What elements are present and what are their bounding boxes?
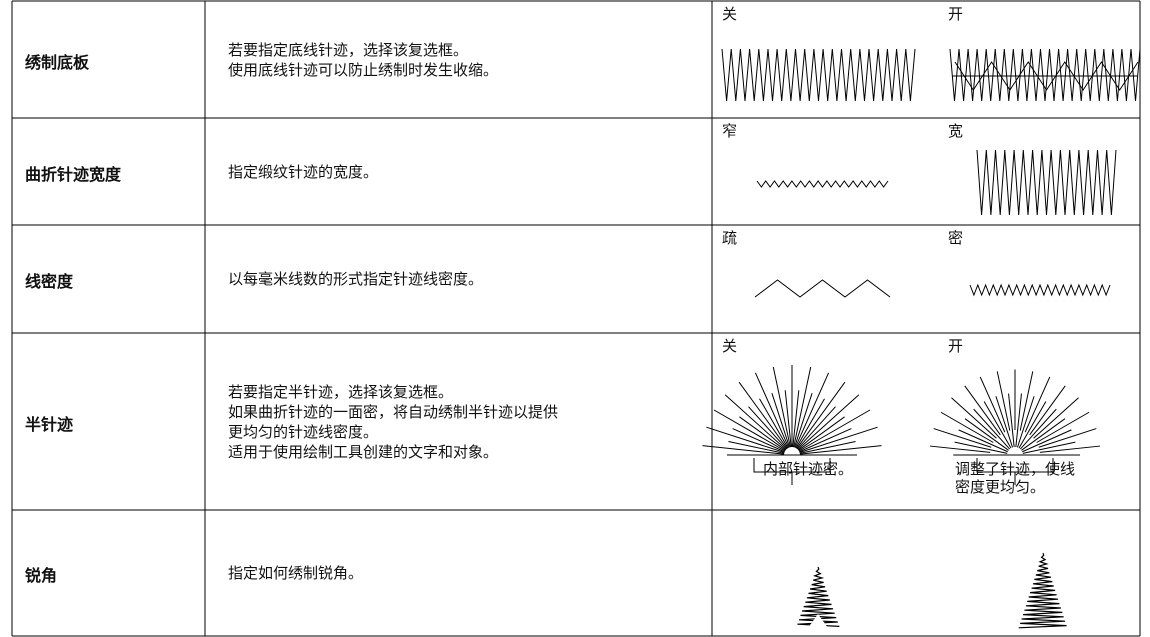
row-label: 绣制底板 xyxy=(25,52,90,72)
fan-stitch xyxy=(1024,376,1051,433)
bracket xyxy=(976,458,1054,485)
row-label: 半针迹 xyxy=(25,414,74,434)
fan-stitch xyxy=(739,416,786,451)
fan-stitch xyxy=(1018,401,1047,449)
fan-stitch xyxy=(1022,429,1072,453)
image-label: 开 xyxy=(948,5,964,23)
underlay xyxy=(954,61,1139,91)
fan-stitch xyxy=(772,366,791,448)
image-label: 宽 xyxy=(948,122,964,140)
fan-stitch xyxy=(973,408,1011,450)
fan-stitch xyxy=(1029,385,1066,436)
description-line: 如果曲折针迹的一面密，将自动绣制半针迹以提供 xyxy=(228,402,559,421)
fan-stitch xyxy=(940,411,994,443)
fan-stitch xyxy=(996,371,1011,431)
fan-stitch xyxy=(728,440,785,454)
notch xyxy=(808,614,828,628)
fan-stitch xyxy=(954,441,1008,454)
fan-stitch xyxy=(1019,408,1057,450)
fan-stitch xyxy=(795,398,825,449)
fan-stitch xyxy=(799,445,882,455)
stitch-on xyxy=(949,48,1141,102)
image-label: 开 xyxy=(948,337,964,355)
fan-stitch xyxy=(1015,393,1022,448)
fan-stitch xyxy=(713,409,786,452)
fan-stitch xyxy=(794,372,830,448)
fan-stitch xyxy=(983,401,1012,449)
fan-stitch xyxy=(793,393,813,448)
fan-stitch xyxy=(798,409,871,452)
fan-stitch xyxy=(1022,441,1076,454)
description-line: 适用于使用绘制工具创建的文字和对象。 xyxy=(228,442,499,461)
image-label: 窄 xyxy=(722,122,738,140)
image-label: 密 xyxy=(948,229,964,247)
description-line: 若要指定底线针迹，选择该复选框。 xyxy=(228,40,469,59)
fan-stitch xyxy=(995,396,1014,448)
fan-stitch xyxy=(799,426,878,454)
fan-stitch xyxy=(748,406,788,450)
fan-stitch xyxy=(1038,428,1097,448)
wide xyxy=(976,149,1117,216)
fan-stitch xyxy=(1033,397,1079,439)
fan-stitch xyxy=(958,429,1008,453)
fan-stitch xyxy=(759,398,789,449)
fan-stitch xyxy=(702,445,785,455)
fan-stitch xyxy=(724,394,787,451)
caption-line: 密度更均匀。 xyxy=(955,478,1046,496)
fan-stitch xyxy=(792,390,800,448)
sharp-corner xyxy=(1018,552,1067,629)
description-line: 使用底线针迹可以防止绣制时发生收缩。 xyxy=(228,60,499,79)
fan-stitch xyxy=(1019,371,1034,431)
fan-stitch xyxy=(1008,393,1015,448)
fan-stitch xyxy=(964,385,1001,436)
fan-stitch xyxy=(1039,445,1101,453)
fan-stitch xyxy=(796,381,846,449)
image-label: 疏 xyxy=(722,229,738,247)
narrow xyxy=(756,180,889,188)
dense xyxy=(969,283,1111,297)
fan-stitch xyxy=(797,394,860,451)
fan-stitch xyxy=(754,372,790,448)
image-label: 关 xyxy=(722,5,738,23)
description-line: 指定缎纹针迹的宽度。 xyxy=(228,162,379,181)
fan-stitch xyxy=(979,376,1006,433)
fan-stitch xyxy=(732,428,785,453)
fan-stitch xyxy=(799,428,852,453)
stitch-off xyxy=(721,48,916,102)
row-label: 线密度 xyxy=(25,272,74,291)
fan-stitch xyxy=(798,416,845,451)
fan-stitch xyxy=(706,426,785,454)
description-line: 若要指定半针迹，选择该复选框。 xyxy=(228,382,454,401)
fan-stitch xyxy=(796,406,836,450)
image-label: 关 xyxy=(722,337,738,355)
description-line: 更均匀的针迹线密度。 xyxy=(228,422,379,441)
fan-stitch xyxy=(929,445,991,453)
fan-stitch xyxy=(738,381,788,449)
bracket xyxy=(753,458,831,485)
caption-line: 内部针迹密。 xyxy=(763,460,854,478)
caption-line: 调整了针迹，使线 xyxy=(955,460,1076,478)
fan-stitch xyxy=(933,428,992,448)
description-line: 指定如何绣制锐角。 xyxy=(228,564,364,582)
row-label: 曲折针迹宽度 xyxy=(25,164,122,184)
fan-stitch xyxy=(793,366,812,448)
fan-stitch xyxy=(771,393,791,448)
description-line: 以每毫米线数的形式指定针迹线密度。 xyxy=(228,270,484,288)
fan-stitch xyxy=(799,440,856,454)
fan-stitch xyxy=(1036,411,1090,443)
fan-stitch xyxy=(964,418,1009,451)
fan-stitch xyxy=(1016,396,1035,448)
fan-stitch xyxy=(784,390,792,448)
fan-stitch xyxy=(951,397,997,439)
sparse xyxy=(754,279,891,298)
fan-stitch xyxy=(1021,418,1066,451)
row-label: 锐角 xyxy=(25,566,58,585)
